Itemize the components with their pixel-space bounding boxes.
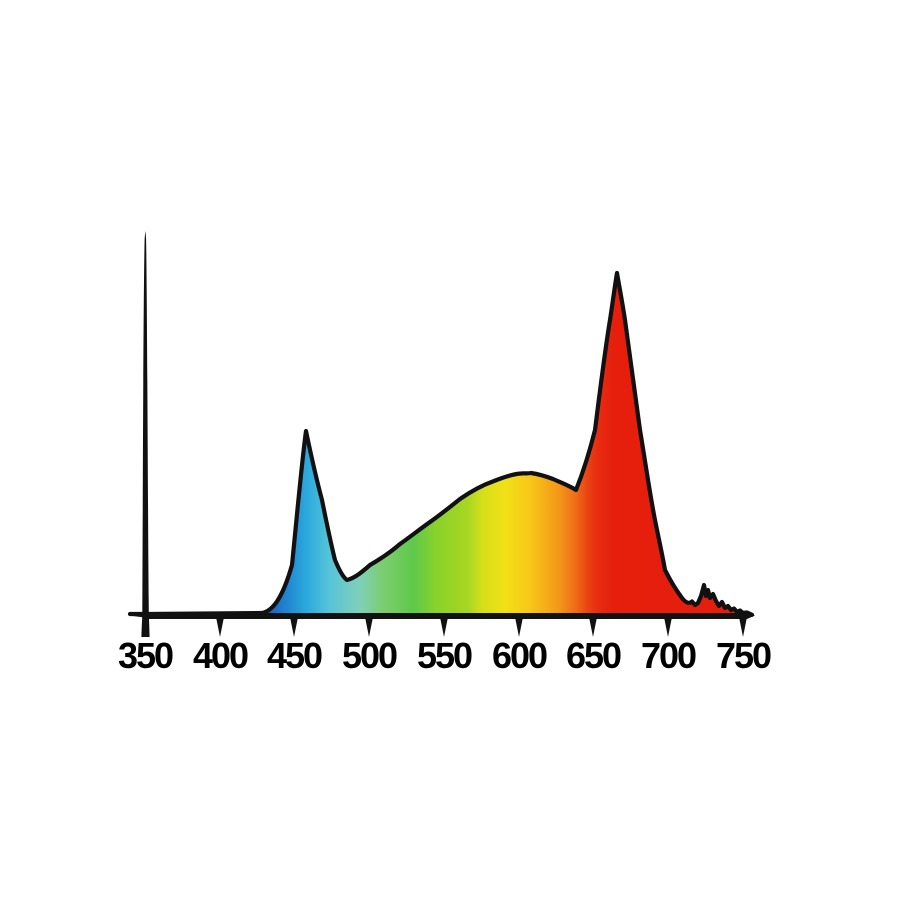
svg-text:450: 450 [267,635,322,676]
svg-text:350: 350 [118,635,173,676]
svg-text:400: 400 [193,635,248,676]
svg-text:600: 600 [492,635,547,676]
svg-text:750: 750 [716,635,771,676]
svg-text:500: 500 [342,635,397,676]
svg-text:650: 650 [566,635,621,676]
svg-text:550: 550 [417,635,472,676]
svg-text:700: 700 [641,635,696,676]
